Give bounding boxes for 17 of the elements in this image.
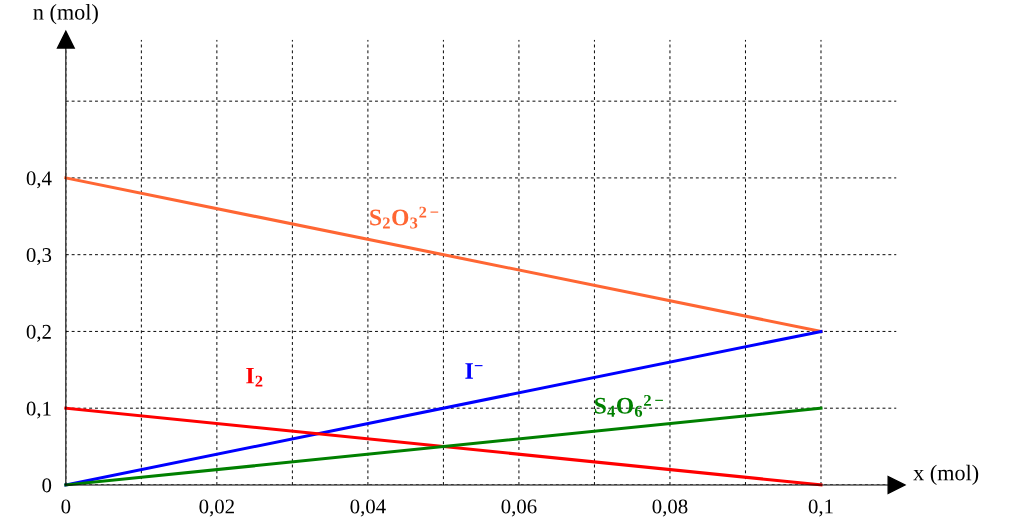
y-tick-label: 0,1 xyxy=(26,401,51,419)
y-tick-label: 0 xyxy=(42,478,52,493)
series-label: S$_{2}$O$_{3}$$^{2−}$ xyxy=(370,206,439,229)
series-label: I$_{2}$ xyxy=(246,367,263,387)
y-tick-label: 0,3 xyxy=(26,248,52,266)
x-tick-label: 0,1 xyxy=(808,499,833,517)
series-label: S$_{4}$O$_{6}$$^{2−}$ xyxy=(594,394,663,417)
y-axis-title: n (mol) xyxy=(33,4,98,25)
y-tick-label: 0,4 xyxy=(26,171,52,189)
x-tick-label: 0,02 xyxy=(199,499,234,517)
y-tick-label: 0,2 xyxy=(26,324,51,342)
x-axis-title: x (mol) xyxy=(913,464,979,485)
x-tick-label: 0,08 xyxy=(652,499,688,517)
series-label: I$^{−}$ xyxy=(465,363,483,379)
x-tick-label: 0 xyxy=(61,499,71,514)
x-tick-label: 0,04 xyxy=(350,499,386,517)
x-tick-label: 0,06 xyxy=(501,499,537,517)
